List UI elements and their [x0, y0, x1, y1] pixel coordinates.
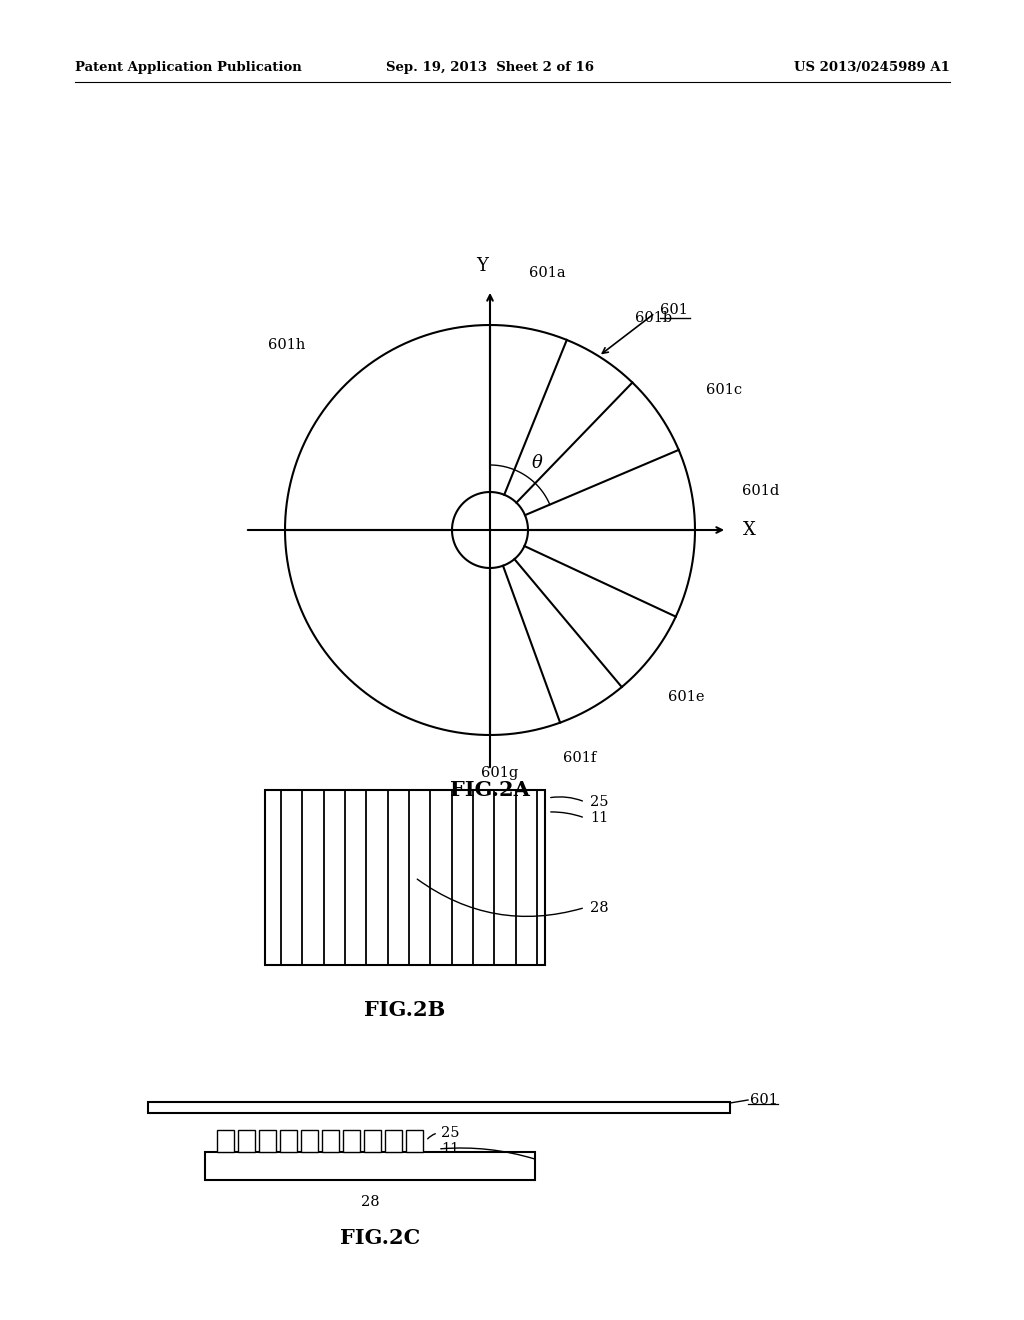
Text: 601f: 601f — [563, 751, 596, 766]
Text: 25: 25 — [590, 795, 608, 809]
Text: 601h: 601h — [268, 338, 305, 352]
Text: 601g: 601g — [480, 766, 518, 780]
Text: 11: 11 — [441, 1142, 459, 1156]
Text: θ: θ — [532, 454, 543, 473]
Text: 601d: 601d — [742, 483, 779, 498]
Text: FIG.2C: FIG.2C — [340, 1228, 420, 1247]
Bar — [301, 1130, 318, 1152]
Text: Patent Application Publication: Patent Application Publication — [75, 62, 302, 74]
Text: 25: 25 — [441, 1126, 460, 1140]
Text: 601: 601 — [660, 304, 688, 317]
Bar — [205, 1152, 535, 1180]
Bar — [148, 1102, 730, 1113]
Text: 28: 28 — [590, 900, 608, 915]
Text: FIG.2A: FIG.2A — [451, 780, 530, 800]
Bar — [217, 1130, 234, 1152]
Bar — [259, 1130, 276, 1152]
Text: 601e: 601e — [668, 690, 705, 705]
Text: 601b: 601b — [635, 310, 672, 325]
Bar — [364, 1130, 381, 1152]
Bar — [265, 789, 545, 965]
Text: 28: 28 — [360, 1195, 379, 1209]
Text: X: X — [743, 521, 756, 539]
Text: 601a: 601a — [528, 265, 565, 280]
Text: FIG.2B: FIG.2B — [365, 1001, 445, 1020]
Text: Sep. 19, 2013  Sheet 2 of 16: Sep. 19, 2013 Sheet 2 of 16 — [386, 62, 594, 74]
Text: 601c: 601c — [706, 383, 741, 397]
Bar — [343, 1130, 360, 1152]
Text: 601: 601 — [750, 1093, 778, 1107]
Bar — [280, 1130, 297, 1152]
Text: 11: 11 — [590, 810, 608, 825]
Bar — [406, 1130, 423, 1152]
Bar — [385, 1130, 402, 1152]
Bar — [238, 1130, 255, 1152]
Text: US 2013/0245989 A1: US 2013/0245989 A1 — [795, 62, 950, 74]
Bar — [322, 1130, 339, 1152]
Text: Y: Y — [476, 257, 488, 275]
